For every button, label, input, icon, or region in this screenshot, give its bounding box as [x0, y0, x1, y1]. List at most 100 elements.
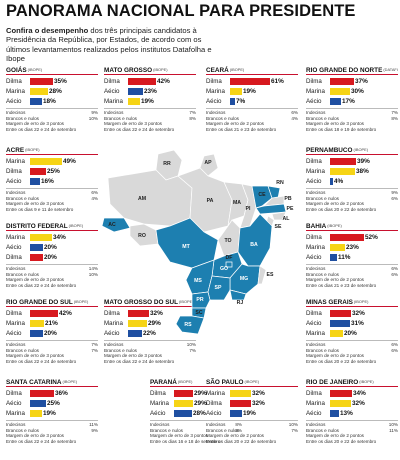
candidate-name: Dilma	[306, 77, 322, 85]
footer-value: 9%	[91, 110, 98, 115]
candidate-name: Marina	[150, 399, 169, 407]
footer-label: Indecisos	[206, 110, 226, 115]
footer-label: Indecisos	[306, 110, 326, 115]
vote-bar	[330, 168, 355, 175]
vote-percent: 19%	[43, 409, 56, 417]
panel-header: MATO GROSSO DO SUL(IBOPE)	[104, 298, 196, 307]
candidate-rows: Marina 32% Dilma 32% Aécio 19%	[206, 389, 298, 418]
candidate-name: Aécio	[6, 97, 22, 105]
state-shape-mt	[155, 217, 219, 269]
footer-label: Brancos e nulos	[206, 115, 239, 121]
vote-percent: 34%	[353, 389, 366, 397]
panel-footer: Indecisos 6% Brancos e nulos 4% Margem de er…	[6, 188, 98, 212]
candidate-row: Aécio 22%	[104, 329, 196, 338]
error-margin: Margem de erro de 2 pontos	[306, 353, 364, 359]
candidate-rows: Dilma 34% Marina 32% Aécio 13%	[306, 389, 398, 418]
state-name: PERNAMBUCO	[306, 147, 353, 154]
vote-percent: 38%	[356, 167, 369, 175]
state-panel: GOIÁS(IBOPE) Dilma 35% Marina 28% Aécio 18% Ind…	[6, 66, 98, 146]
candidate-name: Dilma	[306, 233, 322, 241]
state-code-label: PA	[207, 198, 214, 204]
footer-row: Indecisos 8%	[150, 422, 242, 428]
error-margin: Margem de erro de 3 pontos	[150, 433, 208, 439]
candidate-row: Dilma 32%	[306, 309, 398, 318]
candidate-row: Marina 20%	[306, 329, 398, 338]
error-margin: Margem de erro de 3 pontos	[6, 121, 64, 127]
vote-bar	[230, 88, 242, 95]
candidate-name: Marina	[6, 319, 25, 327]
candidate-row: Dilma 42%	[104, 77, 196, 86]
candidate-name: Marina	[6, 409, 25, 417]
vote-bar	[330, 178, 333, 185]
state-code-label: AC	[108, 222, 116, 228]
candidate-row: Aécio 25%	[6, 399, 98, 408]
footer-row: Brancos e nulos 8%	[306, 116, 398, 122]
footer-label: Indecisos	[6, 190, 26, 195]
vote-percent: 29%	[194, 389, 207, 397]
state-code-label: PB	[284, 196, 291, 202]
panel-header: MINAS GERAIS(IBOPE)	[306, 298, 398, 307]
state-shape-ba	[237, 213, 273, 267]
vote-bar	[128, 78, 156, 85]
candidate-row: Marina 30%	[306, 87, 398, 96]
footer-row: Brancos e nulos 7%	[206, 428, 298, 434]
candidate-name: Dilma	[306, 157, 322, 165]
panel-footer: Indecisos 9% Brancos e nulos 10% Margem de e…	[6, 108, 98, 132]
candidate-row: Dilma 20%	[6, 253, 98, 262]
footer-label: Brancos e nulos	[306, 195, 339, 201]
footer-label: Brancos e nulos	[6, 271, 39, 277]
footer-label: Indecisos	[306, 190, 326, 195]
candidate-name: Marina	[206, 87, 225, 95]
candidate-name: Marina	[306, 243, 325, 251]
vote-percent: 31%	[351, 319, 364, 327]
vote-percent: 20%	[44, 253, 57, 261]
candidate-name: Marina	[6, 157, 25, 165]
state-code-label: MS	[194, 278, 202, 284]
footer-value: 6%	[391, 266, 398, 271]
footer-label: Indecisos	[6, 422, 26, 427]
survey-dates: Entre os dias 20 e 22 de setembro	[306, 358, 377, 364]
vote-bar	[330, 78, 354, 85]
vote-bar	[330, 98, 341, 105]
footer-value: 9%	[391, 190, 398, 195]
vote-percent: 20%	[44, 243, 57, 251]
panel-header: GOIÁS(IBOPE)	[6, 66, 98, 75]
error-margin: Margem de erro de 3 pontos	[6, 201, 64, 207]
candidate-rows: Dilma 39% Marina 38% Aécio 4%	[306, 157, 398, 186]
candidate-name: Aécio	[104, 329, 120, 337]
panel-header: ACRE(IBOPE)	[6, 146, 98, 155]
state-name: ACRE	[6, 147, 25, 154]
footer-row: Brancos e nulos 10%	[6, 116, 98, 122]
candidate-row: Dilma 39%	[306, 157, 398, 166]
candidate-row: Dilma 35%	[6, 77, 98, 86]
state-shape-ce	[251, 185, 273, 209]
vote-bar	[330, 254, 337, 261]
footer-row: Brancos e nulos 11%	[306, 428, 398, 434]
candidate-rows: Dilma 42% Marina 21% Aécio 20%	[6, 309, 98, 338]
state-name: CEARÁ	[206, 67, 229, 74]
footer-row: Brancos e nulos 4%	[6, 196, 98, 202]
vote-percent: 20%	[344, 329, 357, 337]
footer-value: 8%	[391, 115, 398, 121]
vote-bar	[30, 178, 40, 185]
panel-header: BAHIA(IBOPE)	[306, 222, 398, 231]
survey-dates: Entre os dias 22 e 24 de setembro	[6, 126, 77, 132]
candidate-row: Marina 32%	[206, 389, 298, 398]
panel-header: PARANÁ(IBOPE)	[150, 378, 242, 387]
footer-row: Brancos e nulos 9%	[6, 428, 98, 434]
footer-label: Brancos e nulos	[104, 115, 137, 121]
state-panel: PERNAMBUCO(IBOPE) Dilma 39% Marina 38% Aécio 4…	[306, 146, 398, 226]
vote-bar	[330, 330, 343, 337]
vote-bar	[330, 390, 352, 397]
panel-footer: Indecisos 7% Brancos e nulos 8% Margem de er…	[306, 108, 398, 132]
candidate-row: Aécio 13%	[306, 409, 398, 418]
footer-label: Indecisos	[6, 342, 26, 347]
state-panel: BAHIA(IBOPE) Dilma 52% Marina 23% Aécio 11% Ind…	[306, 222, 398, 302]
candidate-name: Dilma	[206, 399, 222, 407]
footer-row: Indecisos 6%	[306, 342, 398, 348]
candidate-name: Marina	[104, 97, 123, 105]
vote-percent: 52%	[365, 233, 378, 241]
footer-value: 7%	[189, 110, 196, 115]
state-code-label: SC	[195, 310, 202, 316]
survey-dates: Entre os dias 22 e 24 de setembro	[6, 358, 77, 364]
